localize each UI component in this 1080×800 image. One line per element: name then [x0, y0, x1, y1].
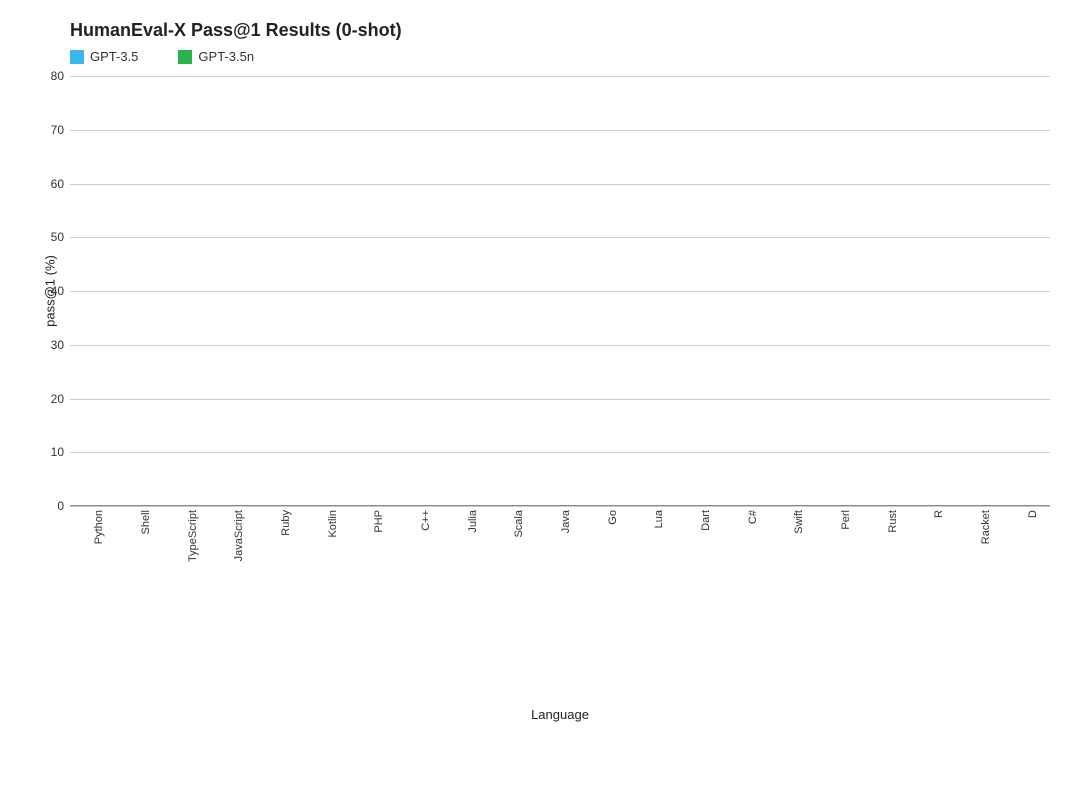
x-tick-label: Rust — [863, 510, 910, 710]
y-tick: 10 — [36, 445, 64, 459]
gridline — [70, 452, 1050, 453]
gridline — [70, 184, 1050, 185]
x-tick-label: Kotlin — [303, 510, 350, 710]
gridline — [70, 237, 1050, 238]
x-axis-title: Language — [531, 707, 589, 722]
x-tick-label: Python — [70, 510, 117, 710]
x-tick-label: C++ — [397, 510, 444, 710]
x-tick-label: Dart — [677, 510, 724, 710]
chart-title: HumanEval-X Pass@1 Results (0-shot) — [70, 20, 1060, 41]
chart-container: HumanEval-X Pass@1 Results (0-shot) GPT-… — [10, 20, 1060, 780]
x-tick-label: JavaScript — [210, 510, 257, 710]
gridline — [70, 291, 1050, 292]
y-tick: 20 — [36, 392, 64, 406]
x-tick-label: Perl — [817, 510, 864, 710]
x-axis: PythonShellTypeScriptJavaScriptRubyKotli… — [70, 506, 1050, 716]
legend-label-1: GPT-3.5n — [198, 49, 254, 64]
y-tick: 0 — [36, 499, 64, 513]
y-tick: 40 — [36, 284, 64, 298]
legend-swatch-0 — [70, 50, 84, 64]
x-tick-label: Julia — [443, 510, 490, 710]
gridline — [70, 399, 1050, 400]
legend: GPT-3.5 GPT-3.5n — [70, 49, 1060, 64]
x-tick-label: TypeScript — [163, 510, 210, 710]
x-tick-label: Ruby — [257, 510, 304, 710]
legend-label-0: GPT-3.5 — [90, 49, 138, 64]
y-tick: 80 — [36, 69, 64, 83]
x-tick-label: D — [1003, 510, 1050, 710]
legend-item-1: GPT-3.5n — [178, 49, 254, 64]
y-tick: 30 — [36, 338, 64, 352]
y-tick: 60 — [36, 177, 64, 191]
x-tick-label: C# — [723, 510, 770, 710]
x-tick-label: Lua — [630, 510, 677, 710]
x-tick-label: Swift — [770, 510, 817, 710]
legend-item-0: GPT-3.5 — [70, 49, 138, 64]
y-tick: 70 — [36, 123, 64, 137]
x-tick-label: Shell — [117, 510, 164, 710]
plot-area: pass@1 (%) 01020304050607080 — [70, 76, 1050, 506]
gridline — [70, 130, 1050, 131]
legend-swatch-1 — [178, 50, 192, 64]
x-tick-label: Scala — [490, 510, 537, 710]
gridline — [70, 345, 1050, 346]
x-tick-label: Racket — [957, 510, 1004, 710]
x-tick-label: R — [910, 510, 957, 710]
x-tick-label: PHP — [350, 510, 397, 710]
x-tick-label: Java — [537, 510, 584, 710]
x-labels: PythonShellTypeScriptJavaScriptRubyKotli… — [70, 510, 1050, 710]
y-tick: 50 — [36, 230, 64, 244]
x-tick-label: Go — [583, 510, 630, 710]
gridline — [70, 76, 1050, 77]
